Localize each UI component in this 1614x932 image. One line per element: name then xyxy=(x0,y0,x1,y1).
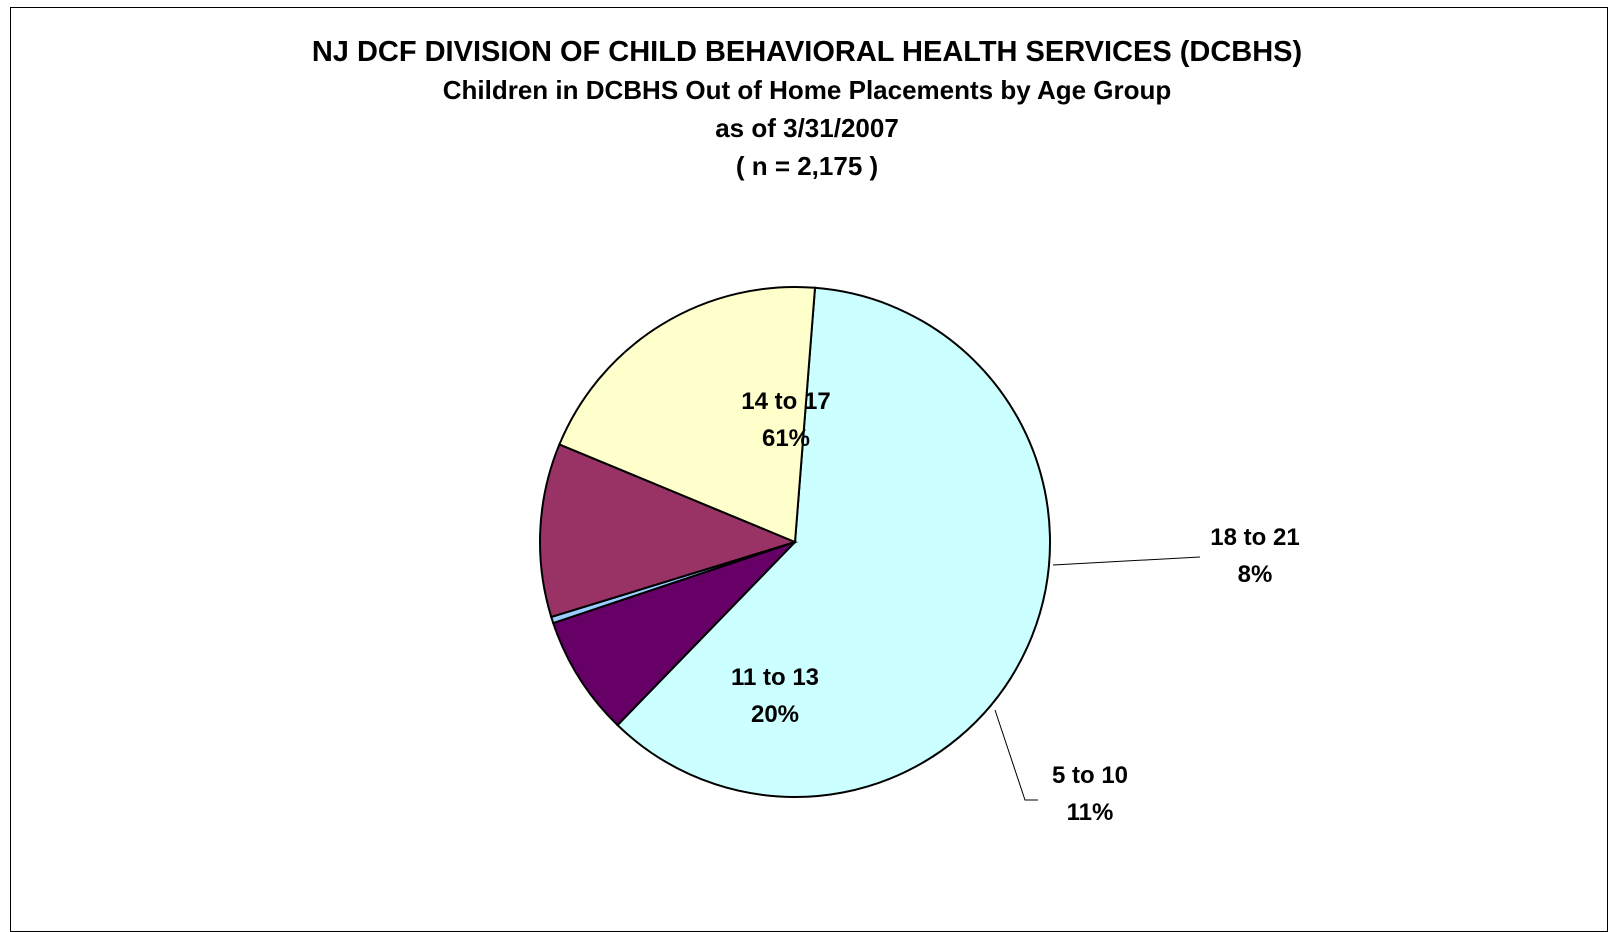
chart-title: NJ DCF DIVISION OF CHILD BEHAVIORAL HEAL… xyxy=(311,36,1303,68)
chart-titles: NJ DCF DIVISION OF CHILD BEHAVIORAL HEAL… xyxy=(0,33,1614,185)
slice-labels: 14 to 17 61% 18 to 21 8% 5 to 10 11% 11 to 13 2… xyxy=(731,388,1300,826)
slice-percent-14-to-17: 61% xyxy=(762,425,810,452)
pie-slice-18-to-21 xyxy=(551,541,796,727)
slice-label-5-to-10: 5 to 10 xyxy=(1052,762,1128,789)
slice-percent-5-to-10: 11% xyxy=(1067,799,1114,826)
chart-subtitle-line-1: Children in DCBHS Out of Home Placements… xyxy=(442,75,1172,105)
slice-percent-18-to-21: 8% xyxy=(1238,561,1273,588)
chart-subtitle-line-2: as of 3/31/2007 xyxy=(715,113,899,143)
slice-percent-11-to-13: 20% xyxy=(751,701,799,728)
chart-subtitle-line-3: ( n = 2,175 ) xyxy=(735,151,879,181)
pie-slices xyxy=(538,286,1051,798)
slice-label-14-to-17: 14 to 17 xyxy=(741,388,830,415)
pie-slice-14-to-17 xyxy=(616,286,1051,798)
leader-line-18-to-21 xyxy=(1052,556,1201,566)
leader-line-5-to-10 xyxy=(994,709,1038,801)
leader-lines xyxy=(994,556,1201,801)
slice-label-11-to-13: 11 to 13 xyxy=(731,664,819,691)
pie-slice-5-to-10 xyxy=(538,443,798,619)
slice-label-18-to-21: 18 to 21 xyxy=(1210,524,1299,551)
pie-slice-11-to-13 xyxy=(558,286,817,544)
